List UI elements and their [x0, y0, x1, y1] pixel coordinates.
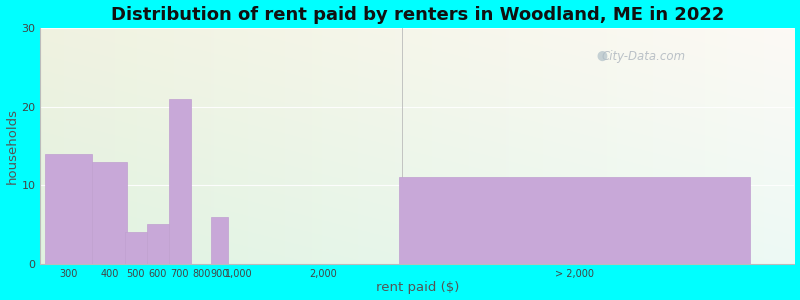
Bar — [92, 162, 126, 264]
Bar — [45, 154, 92, 264]
Y-axis label: households: households — [6, 108, 18, 184]
Bar — [169, 99, 191, 264]
X-axis label: rent paid ($): rent paid ($) — [376, 281, 459, 294]
Bar — [210, 217, 228, 264]
Bar — [125, 232, 147, 264]
Bar — [147, 224, 169, 264]
Title: Distribution of rent paid by renters in Woodland, ME in 2022: Distribution of rent paid by renters in … — [110, 6, 724, 24]
Text: ⬤: ⬤ — [597, 51, 607, 61]
Bar — [398, 177, 750, 264]
Text: City-Data.com: City-Data.com — [602, 50, 686, 63]
